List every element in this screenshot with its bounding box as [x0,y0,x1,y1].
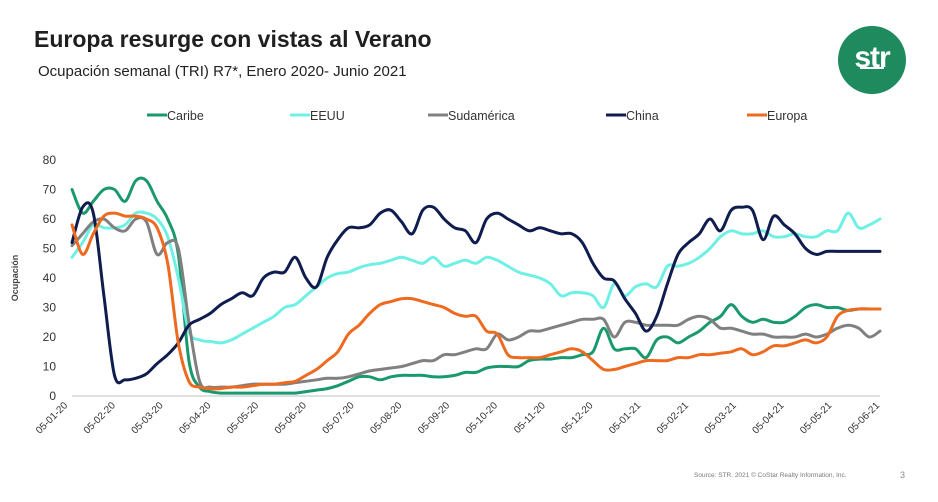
x-tick-label: 05-06-21 [846,400,882,436]
legend-label: Caribe [167,109,204,123]
y-tick-label: 30 [43,301,57,315]
x-tick-label: 05-04-20 [177,400,213,436]
x-tick-label: 05-04-21 [751,400,787,436]
x-tick-label: 05-03-21 [703,400,739,436]
legend-item: China [606,109,659,123]
y-tick-label: 10 [43,360,57,374]
y-tick-label: 70 [43,183,57,197]
line-chart: Caribe EEUU Sudamérica China Europa 0 10 20 30 4… [10,109,882,436]
x-tick-label: 05-01-20 [34,400,70,436]
x-tick-label: 05-06-20 [273,400,309,436]
logo-text: str [854,41,890,74]
y-tick-label: 60 [43,212,57,226]
legend-item: Caribe [147,109,204,123]
legend-label: Europa [767,109,807,123]
chart-title: Europa resurge con vistas al Verano [34,26,432,52]
series-line-china [70,201,882,385]
chart-subtitle: Ocupación semanal (TRI) R7*, Enero 2020-… [38,63,407,80]
series-line-europa [70,211,882,391]
x-tick-label: 05-01-21 [607,400,643,436]
chart-legend: Caribe EEUU Sudamérica China Europa [147,109,807,123]
x-tick-label: 05-11-20 [512,400,548,436]
series-lines [70,176,882,395]
legend-item: Europa [747,109,807,123]
x-tick-label: 05-05-20 [225,400,261,436]
str-logo: str [838,26,906,94]
x-tick-label: 05-09-20 [416,400,452,436]
x-tick-label: 05-02-20 [82,400,118,436]
series-line-eeuu [70,210,882,345]
legend-item: EEUU [290,109,345,123]
x-tick-label: 05-02-21 [655,400,691,436]
x-tick-label: 05-10-20 [464,400,500,436]
y-tick-label: 0 [49,389,56,403]
legend-label: China [626,109,659,123]
x-tick-label: 05-03-20 [130,400,166,436]
y-tick-label: 40 [43,271,57,285]
y-axis-label: Ocupación [10,255,20,302]
legend-label: EEUU [310,109,345,123]
x-tick-label: 05-12-20 [559,400,595,436]
logo-underline [860,67,884,69]
x-tick-label: 05-07-20 [321,400,357,436]
series-line-caribe [70,176,882,395]
x-tick-label: 05-08-20 [368,400,404,436]
x-tick-label: 05-05-21 [798,400,834,436]
x-axis: 05-01-20 05-02-20 05-03-20 05-04-20 05-05-20… [34,395,882,436]
y-tick-label: 20 [43,330,57,344]
y-axis: 0 10 20 30 40 50 60 70 80 Ocupación [10,153,56,403]
page-number: 3 [900,470,906,480]
legend-label: Sudamérica [448,109,515,123]
y-tick-label: 50 [43,242,57,256]
legend-item: Sudamérica [428,109,515,123]
y-tick-label: 80 [43,153,57,167]
source-note: Source: STR. 2021 © CoStar Realty Inform… [694,472,847,479]
